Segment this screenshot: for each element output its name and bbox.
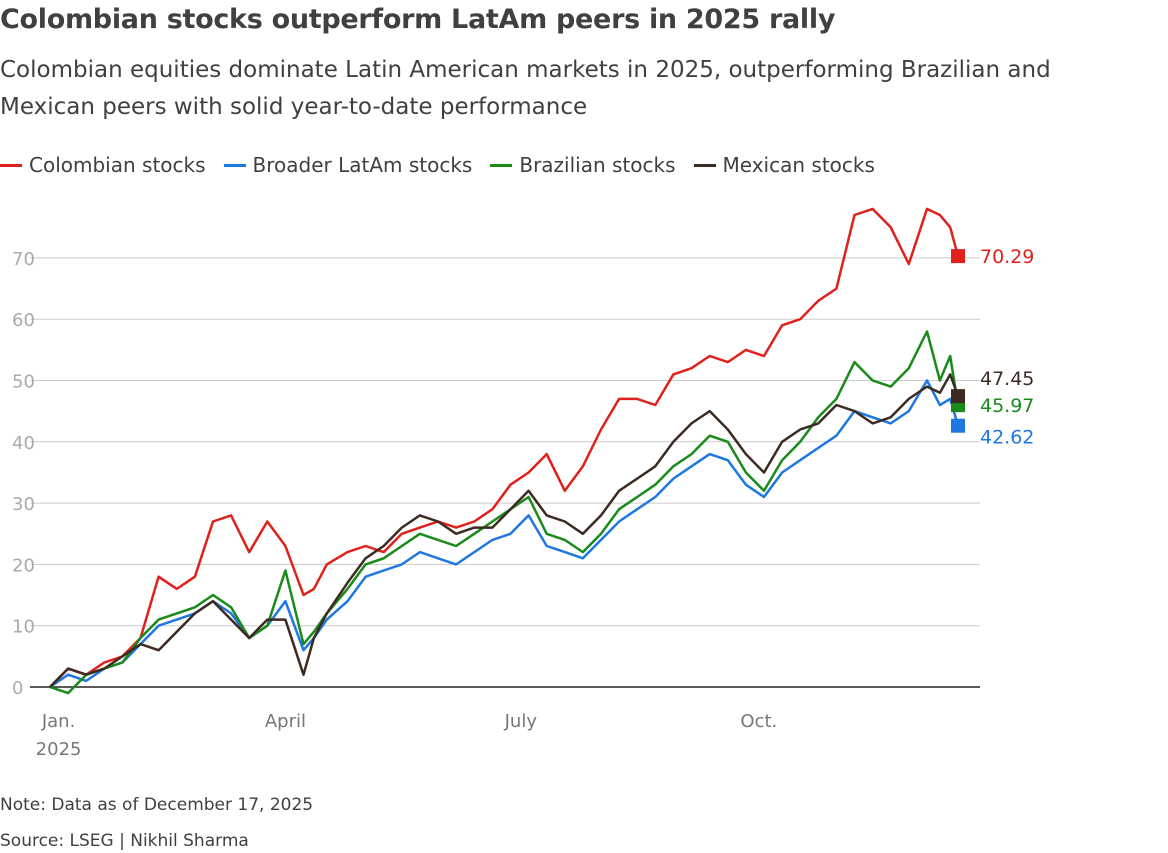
end-marker — [951, 418, 965, 433]
end-value-label: 47.45 — [980, 368, 1034, 390]
legend-label: Brazilian stocks — [519, 153, 676, 177]
x-tick-label: Jan. — [41, 711, 75, 732]
y-tick-label: 30 — [12, 494, 35, 515]
legend-label: Broader LatAm stocks — [252, 153, 473, 177]
series-line — [49, 330, 960, 695]
end-marker — [951, 249, 965, 264]
chart-legend: Colombian stocks Broader LatAm stocks Braz… — [0, 150, 893, 180]
series-line — [49, 207, 960, 688]
y-tick-label: 50 — [12, 372, 35, 393]
series-line — [49, 379, 960, 689]
end-value-label: 42.62 — [980, 427, 1034, 449]
x-tick-label: Oct. — [740, 711, 777, 732]
legend-swatch — [223, 163, 246, 167]
y-tick-label: 60 — [12, 310, 35, 331]
line-chart: 0 10 20 30 40 50 60 70 Jan. 2025 April July Oct. 70.2… — [12, 207, 1034, 760]
legend-label: Colombian stocks — [29, 153, 206, 177]
y-tick-label: 70 — [12, 249, 35, 270]
legend-swatch — [0, 163, 22, 167]
gridlines — [30, 257, 980, 627]
legend-item: Mexican stocks — [693, 153, 875, 177]
series-lines — [49, 207, 960, 695]
legend-item: Colombian stocks — [0, 153, 206, 177]
chart-note: Note: Data as of December 17, 2025 — [0, 795, 314, 815]
y-tick-label: 10 — [12, 617, 35, 638]
x-tick-sublabel: 2025 — [36, 739, 82, 760]
end-value-label: 45.97 — [980, 395, 1034, 417]
legend-swatch — [490, 163, 513, 167]
chart-source: Source: LSEG | Nikhil Sharma — [0, 831, 249, 851]
x-tick-label: April — [265, 711, 306, 732]
chart-title: Colombian stocks outperform LatAm peers … — [0, 4, 836, 35]
y-tick-label: 0 — [12, 678, 23, 699]
chart-subtitle: Colombian equities dominate Latin Americ… — [0, 57, 1051, 120]
y-tick-label: 20 — [12, 555, 35, 576]
legend-swatch — [693, 163, 716, 167]
legend-label: Mexican stocks — [722, 153, 875, 177]
y-tick-label: 40 — [12, 433, 35, 454]
legend-item: Broader LatAm stocks — [223, 153, 473, 177]
legend-item: Brazilian stocks — [490, 153, 676, 177]
end-marker — [951, 389, 965, 404]
x-tick-label: July — [504, 711, 538, 732]
end-value-label: 70.29 — [980, 246, 1034, 268]
series-line — [49, 373, 960, 688]
